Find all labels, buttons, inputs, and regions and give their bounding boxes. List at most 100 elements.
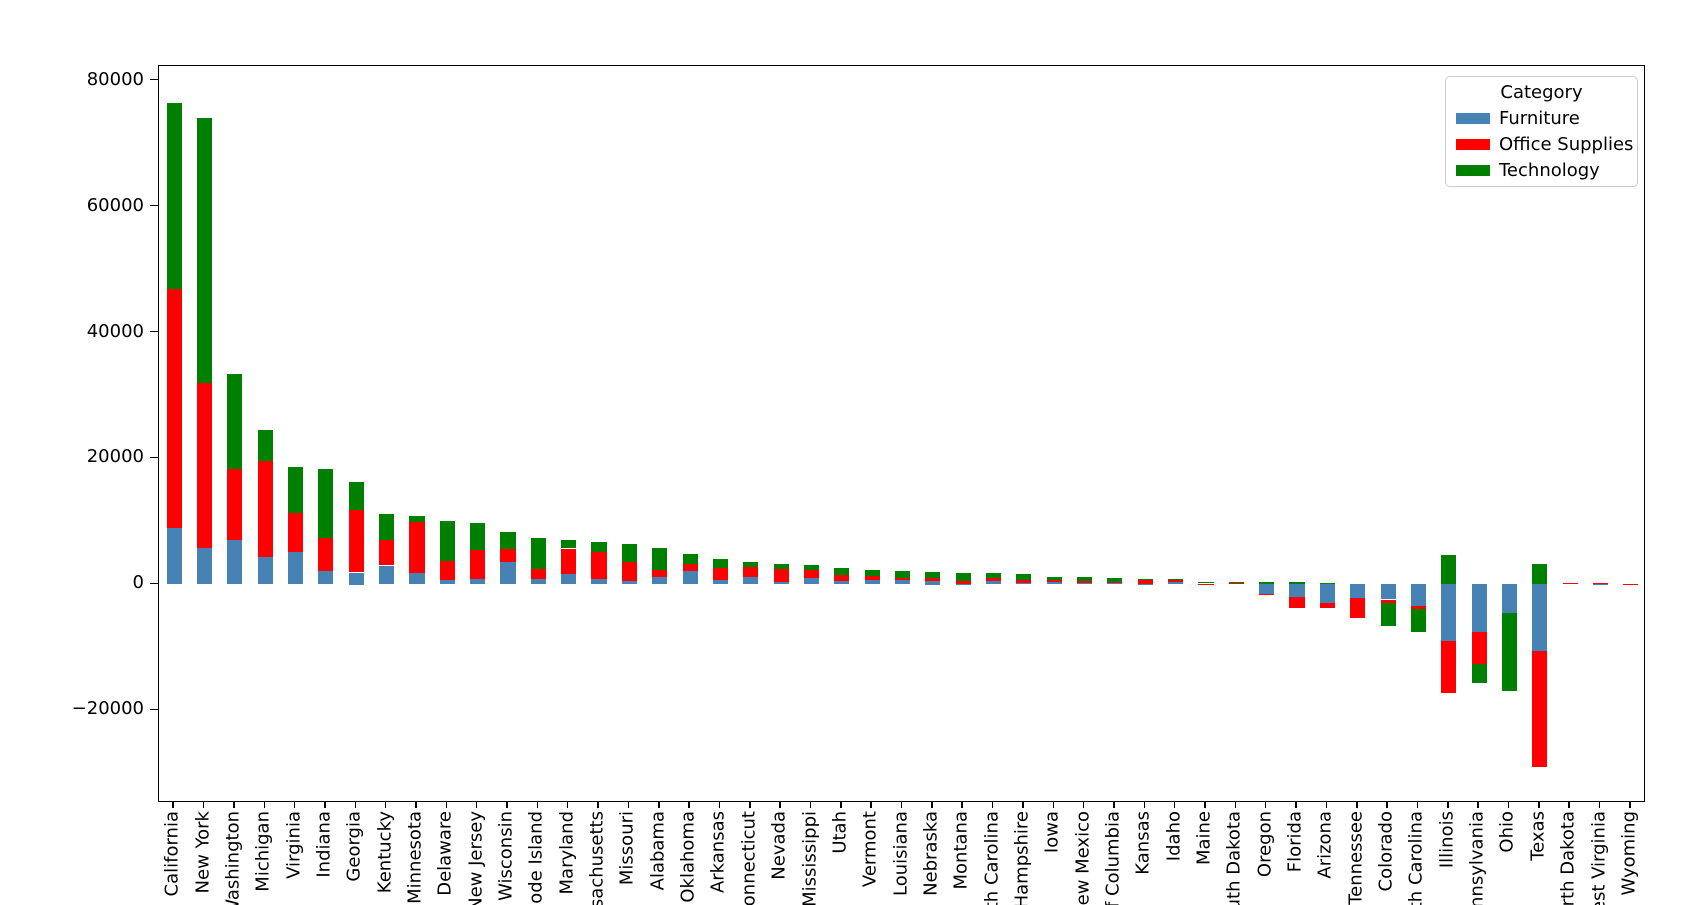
x-tick-mark bbox=[293, 802, 296, 808]
x-tick-mark bbox=[233, 802, 235, 808]
bar-segment bbox=[591, 578, 607, 585]
bar-segment bbox=[986, 580, 1002, 585]
bar-segment bbox=[834, 575, 850, 582]
bar-segment bbox=[561, 573, 577, 585]
x-tick-mark bbox=[1598, 802, 1601, 808]
bar-segment bbox=[1501, 584, 1518, 613]
bar-segment bbox=[500, 548, 516, 562]
y-tick-label: 60000 bbox=[86, 194, 144, 216]
x-tick-mark bbox=[172, 802, 174, 808]
x-tick-label: Kansas bbox=[1132, 811, 1154, 875]
x-tick-label: Texas bbox=[1527, 811, 1549, 861]
x-tick-mark bbox=[445, 802, 447, 808]
x-tick-label: Oregon bbox=[1254, 811, 1276, 878]
legend-swatch-office-supplies bbox=[1456, 138, 1490, 150]
x-tick-mark bbox=[1386, 802, 1388, 808]
x-tick-mark bbox=[809, 802, 812, 808]
x-tick-label: New Jersey bbox=[465, 811, 487, 905]
bar-segment bbox=[803, 578, 820, 585]
bar-segment bbox=[1350, 584, 1366, 598]
bar-segment bbox=[621, 543, 637, 563]
bar-segment bbox=[1137, 580, 1153, 585]
bar-segment bbox=[500, 531, 516, 549]
bar-segment bbox=[530, 569, 546, 580]
bar-segment bbox=[1410, 609, 1426, 632]
bar-segment bbox=[1441, 554, 1457, 585]
bar-segment bbox=[1501, 612, 1518, 614]
bar-segment bbox=[166, 103, 182, 289]
x-tick-label: North Carolina bbox=[1406, 811, 1428, 905]
bar-segment bbox=[1380, 584, 1396, 600]
bar-segment bbox=[773, 569, 789, 582]
x-tick-label: Rhode Island bbox=[525, 811, 547, 905]
x-tick-label: Alabama bbox=[647, 811, 669, 891]
x-tick-label: Virginia bbox=[283, 811, 305, 879]
bar-segment bbox=[1532, 564, 1548, 585]
x-tick-label: Ohio bbox=[1497, 811, 1519, 853]
y-tick-label: −20000 bbox=[71, 698, 144, 720]
x-tick-label: Utah bbox=[829, 811, 851, 854]
legend-title: Category bbox=[1500, 82, 1583, 103]
bar-segment bbox=[1198, 583, 1214, 585]
bar-segment bbox=[227, 469, 243, 541]
x-tick-mark bbox=[840, 802, 842, 808]
x-tick-mark bbox=[749, 802, 751, 808]
bar-segment bbox=[227, 540, 243, 585]
x-tick-label: Florida bbox=[1284, 811, 1306, 873]
x-tick-mark bbox=[384, 802, 387, 808]
bar-segment bbox=[1228, 582, 1244, 585]
x-tick-label: South Dakota bbox=[1223, 811, 1245, 905]
bar-segment bbox=[1289, 597, 1305, 609]
bar-segment bbox=[864, 570, 880, 576]
bar-segment bbox=[652, 569, 668, 578]
bar-segment bbox=[439, 521, 455, 562]
bar-segment bbox=[1592, 583, 1609, 585]
bar-segment bbox=[591, 551, 607, 579]
x-tick-mark bbox=[1447, 802, 1449, 808]
bar-segment bbox=[288, 467, 304, 514]
bar-segment bbox=[682, 563, 698, 572]
y-tick-label: 80000 bbox=[86, 68, 144, 90]
legend-item-furniture: Furniture bbox=[1456, 105, 1627, 131]
bar-segment bbox=[196, 382, 213, 548]
x-tick-mark bbox=[324, 802, 326, 808]
x-tick-mark bbox=[536, 802, 539, 808]
bar-segment bbox=[1410, 584, 1426, 606]
x-tick-mark bbox=[1356, 802, 1358, 808]
bar-segment bbox=[743, 562, 759, 568]
bar-segment bbox=[500, 561, 516, 585]
legend-item-office-supplies: Office Supplies bbox=[1456, 131, 1633, 157]
y-tick-mark bbox=[150, 456, 158, 459]
x-tick-label: Minnesota bbox=[404, 811, 426, 904]
y-tick-mark bbox=[150, 582, 158, 585]
bar-segment bbox=[288, 552, 304, 585]
bar-segment bbox=[1319, 602, 1335, 608]
bar-segment bbox=[652, 547, 668, 570]
x-tick-label: Washington bbox=[222, 811, 244, 905]
bar-segment bbox=[986, 577, 1002, 581]
bar-segment bbox=[1350, 597, 1366, 619]
bar-segment bbox=[379, 513, 395, 540]
bar-segment bbox=[561, 540, 577, 549]
x-tick-mark bbox=[354, 802, 356, 808]
bar-segment bbox=[1168, 580, 1184, 583]
bar-segment bbox=[925, 571, 941, 579]
x-tick-label: Idaho bbox=[1163, 811, 1185, 862]
x-tick-label: Connecticut bbox=[738, 811, 760, 905]
x-tick-mark bbox=[1022, 802, 1024, 808]
bar-segment bbox=[379, 539, 395, 566]
x-tick-label: New Mexico bbox=[1072, 811, 1094, 905]
bar-segment bbox=[1107, 582, 1123, 583]
x-tick-label: Maine bbox=[1193, 811, 1215, 866]
bar-segment bbox=[348, 572, 364, 585]
bar-segment bbox=[1319, 584, 1335, 603]
x-tick-mark bbox=[1204, 802, 1206, 808]
bar-segment bbox=[894, 580, 911, 585]
y-tick-mark bbox=[150, 708, 158, 711]
x-tick-mark bbox=[1629, 802, 1631, 808]
x-tick-label: Arkansas bbox=[708, 811, 730, 894]
bar-segment bbox=[864, 575, 880, 580]
x-tick-label: Wyoming bbox=[1618, 811, 1640, 896]
x-tick-mark bbox=[1568, 802, 1570, 808]
x-tick-mark bbox=[1507, 802, 1510, 808]
